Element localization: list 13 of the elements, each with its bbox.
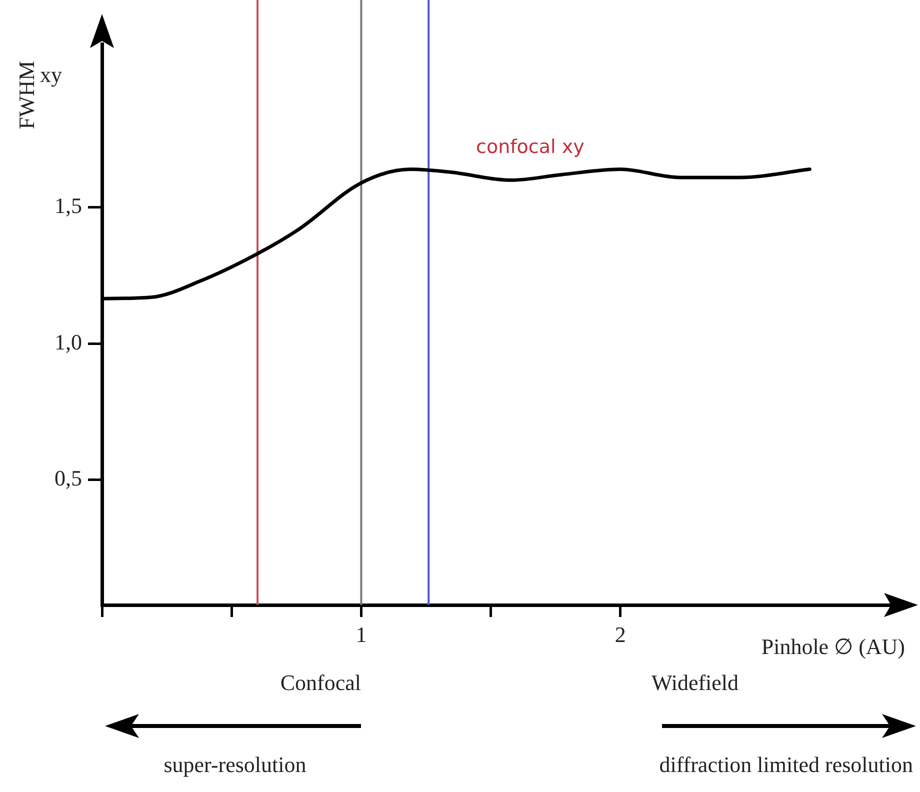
text: Confocal [280, 670, 361, 696]
y-axis-title: FWHM [14, 60, 39, 130]
y-tick-label: 1,5 [54, 193, 82, 218]
annotation: confocal xy [476, 136, 584, 158]
y-tick-label: 1,0 [54, 329, 82, 354]
x-tick-label: 2 [614, 622, 626, 647]
x-axis-title: Pinhole ∅ (AU) [761, 634, 905, 659]
y-tick-label: 0,5 [54, 466, 82, 491]
text: diffraction limited resolution [659, 752, 913, 778]
text: super-resolution [164, 752, 306, 778]
x-tick-label: 1 [356, 622, 367, 647]
text: xy [40, 62, 62, 88]
text: Widefield [651, 670, 739, 696]
